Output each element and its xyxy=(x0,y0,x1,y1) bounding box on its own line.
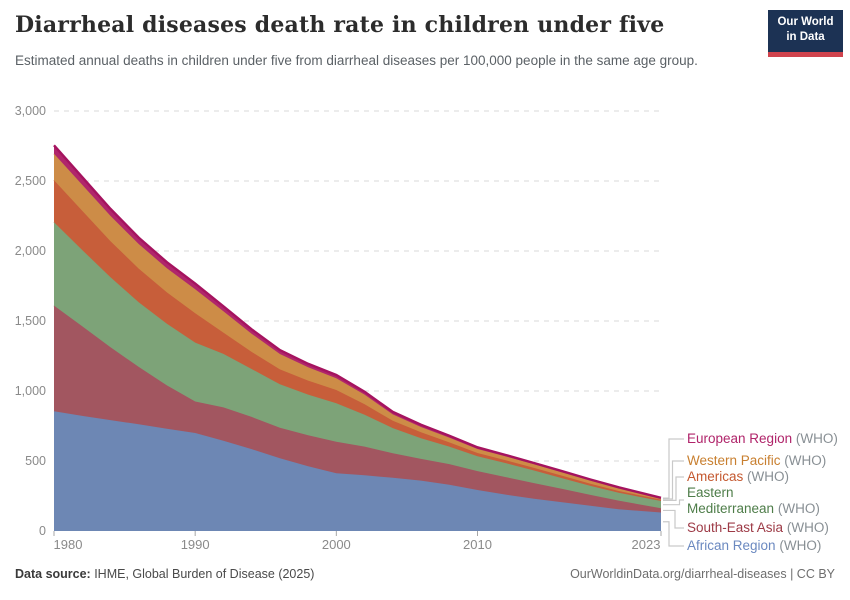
legend-suffix: (WHO) xyxy=(779,538,822,553)
legend-item-western-pacific[interactable]: Western Pacific (WHO) xyxy=(687,453,850,469)
area-line-european-region-who xyxy=(53,144,662,499)
chart-title: Diarrheal diseases death rate in childre… xyxy=(15,12,665,38)
x-tick-label: 1990 xyxy=(181,537,210,552)
legend-item-european-region[interactable]: European Region (WHO) xyxy=(687,431,850,447)
legend-item-eastern-mediterranean[interactable]: Eastern Mediterranean (WHO) xyxy=(687,485,850,516)
legend-label: Americas xyxy=(687,469,744,484)
x-tick-label: 2010 xyxy=(463,537,492,552)
legend-label: Western Pacific xyxy=(687,453,781,468)
y-tick-label: 2,000 xyxy=(15,244,46,258)
owid-logo[interactable]: Our World in Data xyxy=(768,10,843,57)
owid-logo-line1: Our World xyxy=(777,16,834,28)
data-source-text: IHME, Global Burden of Disease (2025) xyxy=(90,567,315,581)
legend-connector xyxy=(663,499,684,506)
legend-suffix: (WHO) xyxy=(786,520,829,535)
chart-subtitle: Estimated annual deaths in children unde… xyxy=(15,53,698,68)
legend-label: South-East Asia xyxy=(687,520,784,535)
y-tick-label: 1,000 xyxy=(15,384,46,398)
legend-item-americas[interactable]: Americas (WHO) xyxy=(687,469,850,485)
attribution-link[interactable]: OurWorldinData.org/diarrheal-diseases | … xyxy=(570,567,835,581)
data-source-label: Data source: xyxy=(15,567,91,581)
x-tick-label: 2023 xyxy=(632,537,661,552)
legend-suffix: (WHO) xyxy=(777,500,820,516)
legend-suffix: (WHO) xyxy=(747,469,790,484)
legend-connector xyxy=(663,521,684,547)
legend-label: European Region xyxy=(687,431,793,446)
legend-connector xyxy=(663,438,684,499)
y-tick-label: 0 xyxy=(39,524,46,538)
legend-label: Eastern Mediterranean xyxy=(687,485,775,516)
legend-connector xyxy=(663,476,684,501)
legend-item-african-region[interactable]: African Region (WHO) xyxy=(687,538,850,554)
legend-label: African Region xyxy=(687,538,776,553)
y-tick-label: 1,500 xyxy=(15,314,46,328)
y-tick-label: 3,000 xyxy=(15,104,46,118)
x-tick-label: 1980 xyxy=(54,537,83,552)
area-south-east-asia-who[interactable] xyxy=(54,305,661,513)
legend-connector xyxy=(663,509,684,529)
area-african-region-who[interactable] xyxy=(54,411,661,531)
y-tick-label: 500 xyxy=(25,454,46,468)
legend-item-south-east-asia[interactable]: South-East Asia (WHO) xyxy=(687,520,850,536)
data-source-note: Data source: IHME, Global Burden of Dise… xyxy=(15,567,314,581)
area-eastern-mediterranean-who[interactable] xyxy=(54,222,661,509)
legend-connector xyxy=(663,460,684,500)
legend-suffix: (WHO) xyxy=(784,453,827,468)
owid-logo-line2: in Data xyxy=(786,30,825,43)
x-tick-label: 2000 xyxy=(322,537,351,552)
legend-suffix: (WHO) xyxy=(795,431,838,446)
y-tick-label: 2,500 xyxy=(15,174,46,188)
